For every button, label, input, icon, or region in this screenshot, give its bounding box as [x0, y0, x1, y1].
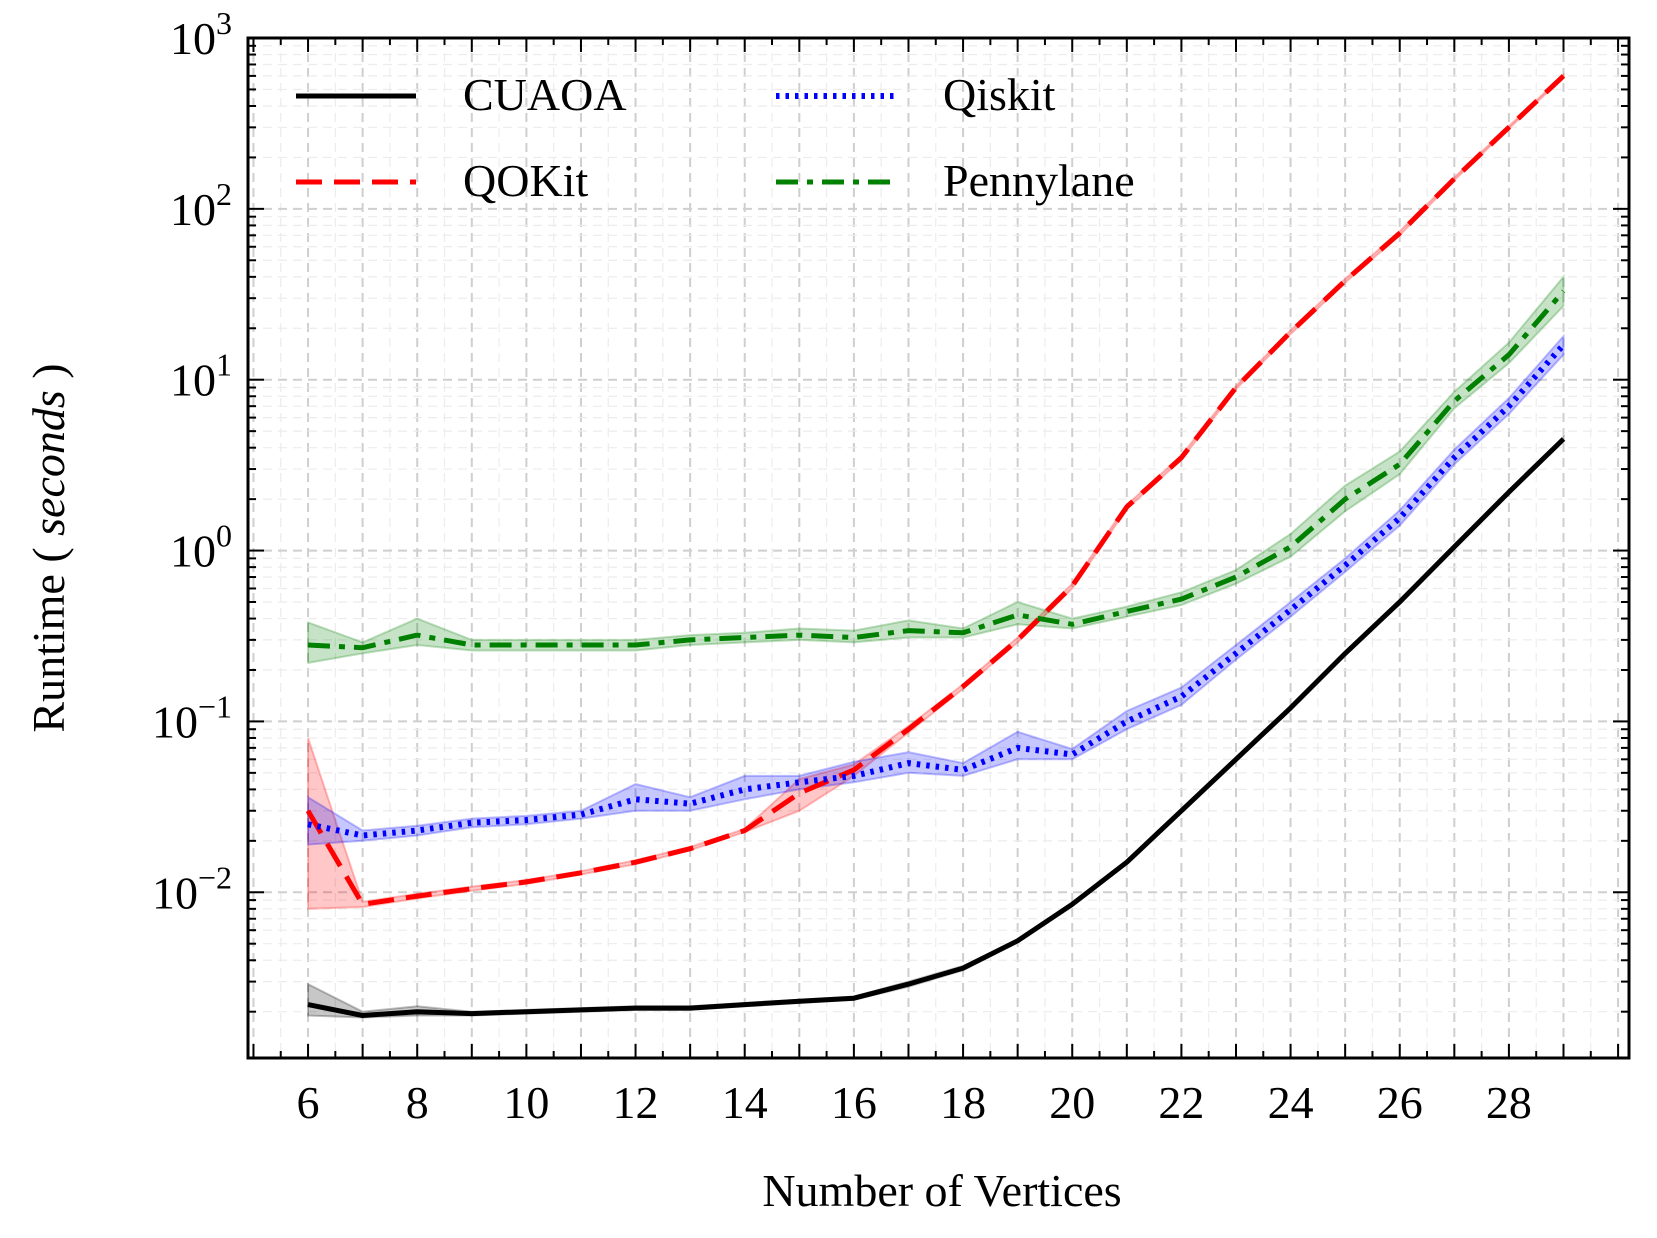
y-axis-title-unit: seconds — [23, 390, 74, 536]
y-tick-label-exponent: 0 — [216, 518, 232, 554]
legend: CUAOA QOKit Qiskit Pennylane — [296, 69, 1135, 206]
legend-label-cuaoa: CUAOA — [463, 69, 627, 120]
y-tick-label: 101 — [170, 347, 232, 406]
x-tick-label: 22 — [1158, 1077, 1204, 1128]
y-tick-label: 10−2 — [152, 859, 232, 918]
grid-layer — [248, 38, 1629, 1058]
x-tick-label: 6 — [297, 1077, 320, 1128]
legend-label-qiskit: Qiskit — [943, 69, 1056, 120]
x-tick-label: 14 — [722, 1077, 768, 1128]
y-tick-label-exponent: 3 — [216, 5, 232, 41]
line-layer — [305, 74, 1566, 1018]
x-tick-label: 16 — [831, 1077, 877, 1128]
x-tick-label: 12 — [613, 1077, 659, 1128]
band-pennylane — [307, 274, 1565, 665]
x-tick-labels: 6 8 10 12 14 16 18 20 22 24 26 28 — [297, 1077, 1532, 1128]
y-tick-label: 102 — [170, 176, 232, 235]
y-tick-label-base: 10 — [152, 696, 198, 747]
y-tick-label-exponent: −2 — [198, 859, 232, 895]
x-axis-title: Number of Vertices — [762, 1165, 1121, 1216]
y-tick-label: 10−1 — [152, 688, 232, 747]
plot-frame — [246, 36, 1631, 1060]
y-tick-label-base: 10 — [170, 526, 216, 577]
legend-label-pennylane: Pennylane — [943, 155, 1135, 206]
y-axis-title-end: ) — [23, 363, 74, 390]
x-tick-label: 10 — [503, 1077, 549, 1128]
legend-label-qokit: QOKit — [463, 155, 588, 206]
x-tick-label: 18 — [940, 1077, 986, 1128]
x-tick-label: 26 — [1377, 1077, 1423, 1128]
x-tick-label: 20 — [1049, 1077, 1095, 1128]
line-cuaoa — [307, 437, 1566, 1018]
y-tick-label-exponent: −1 — [198, 688, 232, 724]
y-tick-label-exponent: 1 — [216, 347, 232, 383]
band-qiskit — [307, 333, 1565, 846]
y-tick-label: 103 — [170, 5, 232, 64]
y-axis-title-start: Runtime ( — [23, 536, 74, 733]
y-tick-label-exponent: 2 — [216, 176, 232, 212]
x-tick-label: 24 — [1268, 1077, 1314, 1128]
x-tick-label: 8 — [406, 1077, 429, 1128]
y-tick-label-base: 10 — [170, 13, 216, 64]
line-qiskit — [307, 342, 1566, 839]
line-qokit — [305, 74, 1566, 907]
y-tick-label-base: 10 — [170, 184, 216, 235]
x-tick-label: 28 — [1486, 1077, 1532, 1128]
y-tick-label: 100 — [170, 518, 232, 577]
line-pennylane — [307, 289, 1566, 651]
y-axis-title: Runtime ( seconds ) — [23, 363, 74, 732]
y-tick-label-base: 10 — [170, 355, 216, 406]
y-tick-label-base: 10 — [152, 867, 198, 918]
